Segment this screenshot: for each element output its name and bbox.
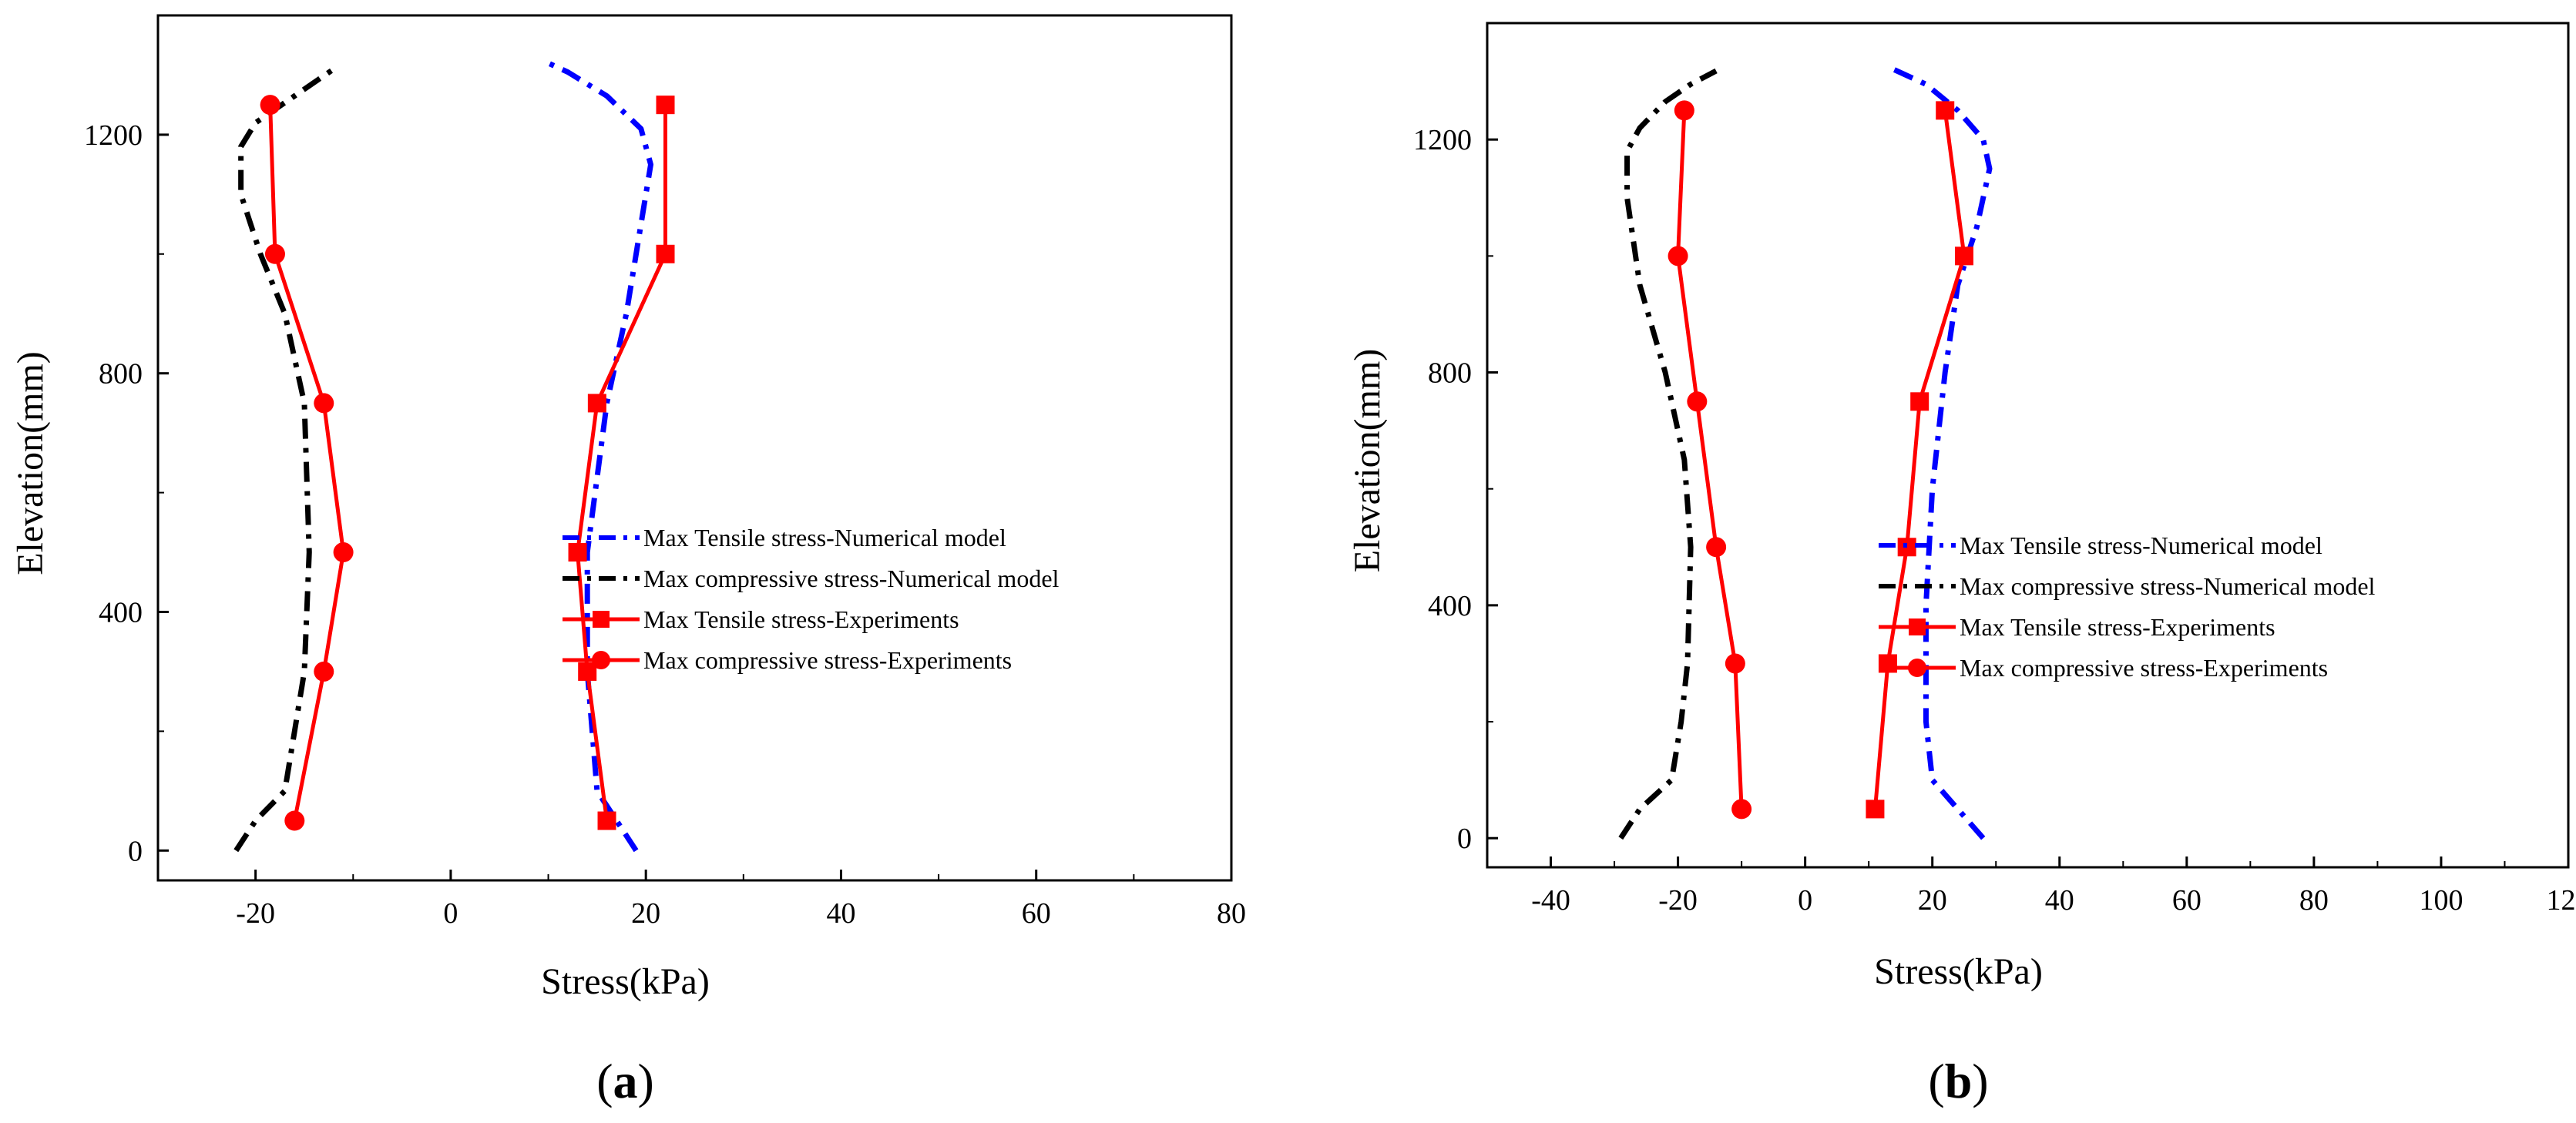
series-line [547, 60, 654, 853]
y-tick-label: 1200 [84, 119, 143, 152]
data-point-circle [1674, 100, 1694, 121]
legend-swatch-square [1909, 618, 1926, 635]
legend-swatch-square [593, 611, 610, 628]
series-line [1676, 110, 1744, 810]
plot-frame [1486, 22, 2570, 869]
series-line [1893, 67, 1993, 840]
legend: Max Tensile stress-Numerical model Max co… [1879, 531, 2376, 682]
series-max-compressive-stress-numerical-model [233, 66, 335, 853]
series-max-tensile-stress-experiments [568, 96, 675, 830]
data-point-circle [1687, 391, 1708, 412]
data-point-square [568, 543, 587, 562]
legend-label: Max Tensile stress-Numerical model [1960, 531, 2322, 559]
x-tick-label: 80 [2299, 884, 2329, 917]
data-point-square [656, 96, 675, 115]
data-point-square [1878, 654, 1897, 673]
y-tick-label: 400 [99, 596, 143, 629]
series-max-compressive-stress-experiments [1668, 100, 1752, 820]
y-tick-label: 800 [1428, 357, 1472, 390]
series-max-compressive-stress-experiments [260, 95, 354, 831]
x-tick-label: 60 [1022, 897, 1051, 930]
data-point-square [1936, 101, 1955, 120]
data-point-circle [1706, 537, 1727, 558]
y-tick-label: 0 [1457, 823, 1472, 855]
chart-panel-a: -20 0 20 40 60 8004008001200Stress(kPa)Elevat… [10, 14, 1246, 1108]
legend: Max Tensile stress-Numerical model Max co… [563, 524, 1060, 674]
x-tick-label: -20 [236, 897, 275, 930]
panel-label: (b) [1928, 1054, 1988, 1108]
series-max-compressive-stress-numerical-model [1618, 68, 1718, 840]
plot-frame [156, 14, 1233, 882]
series-line [268, 105, 346, 822]
x-tick-label: 20 [631, 897, 660, 930]
x-tick-label: 40 [2045, 884, 2074, 917]
x-tick-label: -20 [1658, 884, 1698, 917]
data-point-square [1866, 800, 1885, 819]
data-point-circle [260, 95, 280, 116]
data-point-circle [333, 542, 354, 563]
data-point-circle [1731, 799, 1752, 820]
chart-panel-b: -40-2002040608010012004008001200Stress(k… [1347, 22, 2576, 1108]
x-tick-label: 0 [443, 897, 458, 930]
data-point-square [656, 244, 675, 263]
series-max-tensile-stress-numerical-model [547, 60, 654, 853]
data-point-square [578, 662, 597, 681]
data-point-circle [314, 661, 334, 682]
data-point-square [1910, 392, 1929, 411]
panel-label: (a) [596, 1054, 654, 1108]
x-tick-label: 100 [2419, 884, 2463, 917]
series-line [233, 66, 335, 853]
y-tick-label: 400 [1428, 590, 1472, 622]
data-point-circle [1725, 653, 1745, 674]
y-tick-label: 0 [128, 835, 143, 867]
y-axis-title: Elevation(mm) [10, 351, 51, 575]
x-tick-label: 40 [826, 897, 855, 930]
data-point-circle [1668, 246, 1688, 267]
legend-label: Max Tensile stress-Experiments [1960, 613, 2275, 641]
legend-label: Max compressive stress-Numerical model [1960, 572, 2376, 600]
data-point-square [1954, 246, 1973, 266]
legend-label: Max compressive stress-Experiments [1960, 654, 2328, 682]
x-axis-title: Stress(kPa) [1874, 951, 2043, 992]
x-tick-label: 0 [1798, 884, 1812, 917]
legend-label: Max compressive stress-Experiments [643, 646, 1012, 674]
legend-swatch-circle [592, 651, 610, 669]
series-line [576, 105, 668, 821]
data-point-circle [264, 243, 285, 264]
x-tick-label: 60 [2172, 884, 2202, 917]
legend-label: Max Tensile stress-Numerical model [643, 524, 1006, 551]
data-point-square [597, 811, 616, 830]
data-point-circle [284, 810, 305, 831]
legend-label: Max compressive stress-Numerical model [643, 565, 1060, 592]
series-line [1872, 110, 1966, 810]
x-tick-label: -40 [1531, 884, 1570, 917]
x-tick-label: 120 [2547, 884, 2576, 917]
series-line [1618, 68, 1718, 840]
y-tick-label: 800 [99, 358, 143, 391]
y-axis-title: Elevation(mm) [1347, 349, 1388, 573]
data-point-square [587, 394, 606, 413]
series-max-tensile-stress-experiments [1866, 101, 1973, 819]
legend-label: Max Tensile stress-Experiments [643, 605, 959, 633]
legend-swatch-circle [1908, 659, 1926, 677]
x-tick-label: 80 [1217, 897, 1246, 930]
y-tick-label: 1200 [1413, 124, 1472, 156]
series-max-tensile-stress-numerical-model [1893, 67, 1993, 840]
data-point-circle [314, 393, 334, 414]
x-tick-label: 20 [1918, 884, 1947, 917]
x-axis-title: Stress(kPa) [541, 961, 710, 1002]
